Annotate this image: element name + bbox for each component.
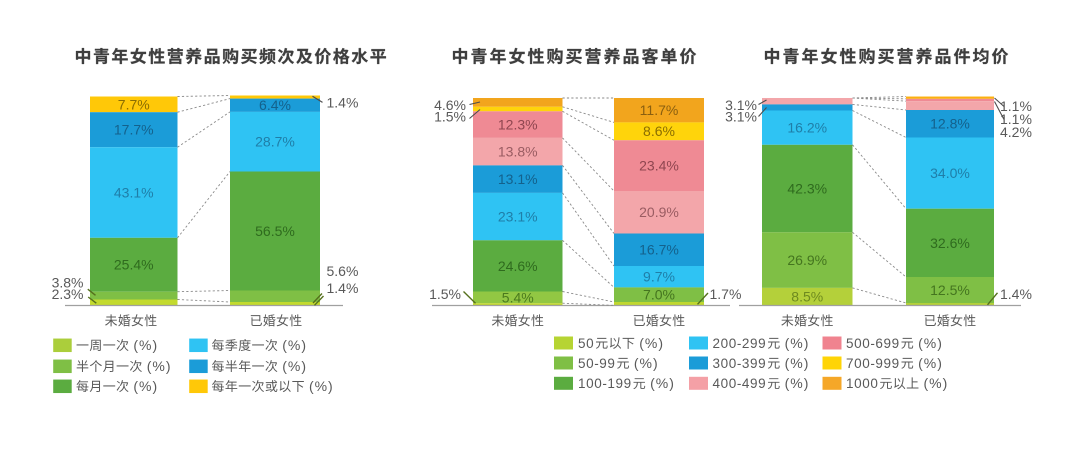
- svg-text:400-499: 400-499: [713, 376, 767, 391]
- svg-text:34.0%: 34.0%: [930, 165, 970, 181]
- svg-text:28.7%: 28.7%: [255, 134, 295, 150]
- svg-text:4.2%: 4.2%: [1000, 124, 1032, 140]
- svg-text:56.5%: 56.5%: [255, 223, 295, 239]
- svg-text:2.3%: 2.3%: [52, 286, 84, 302]
- svg-text:3.1%: 3.1%: [725, 108, 757, 124]
- svg-text:12.3%: 12.3%: [498, 117, 538, 133]
- svg-text:20.9%: 20.9%: [639, 204, 679, 220]
- svg-text:(%): (%): [785, 335, 810, 351]
- svg-text:12.5%: 12.5%: [930, 282, 970, 298]
- svg-text:3.8%: 3.8%: [52, 275, 84, 291]
- svg-text:23.1%: 23.1%: [498, 209, 538, 225]
- svg-text:1.5%: 1.5%: [429, 286, 461, 302]
- svg-text:3.1%: 3.1%: [725, 97, 757, 113]
- svg-text:16.2%: 16.2%: [787, 120, 827, 136]
- svg-text:7.0%: 7.0%: [643, 287, 675, 303]
- svg-text:1.1%: 1.1%: [1000, 111, 1032, 127]
- svg-text:(%): (%): [282, 337, 307, 353]
- svg-text:5.4%: 5.4%: [502, 289, 534, 305]
- svg-text:1.5%: 1.5%: [434, 108, 466, 124]
- svg-text:43.1%: 43.1%: [114, 184, 154, 200]
- svg-text:(%): (%): [923, 375, 948, 391]
- svg-text:42.3%: 42.3%: [787, 180, 827, 196]
- svg-text:(%): (%): [918, 335, 943, 351]
- svg-text:(%): (%): [634, 355, 659, 371]
- svg-text:(%): (%): [147, 358, 172, 374]
- svg-text:1.4%: 1.4%: [1000, 286, 1032, 302]
- svg-text:1.1%: 1.1%: [1000, 98, 1032, 114]
- svg-text:1.7%: 1.7%: [710, 286, 742, 302]
- svg-text:25.4%: 25.4%: [114, 257, 154, 273]
- svg-text:(%): (%): [282, 358, 307, 374]
- svg-text:8.6%: 8.6%: [643, 123, 675, 139]
- svg-text:500-699: 500-699: [846, 336, 900, 351]
- svg-text:50: 50: [578, 336, 594, 351]
- svg-text:7.7%: 7.7%: [118, 96, 150, 112]
- svg-text:9.7%: 9.7%: [643, 269, 675, 285]
- svg-text:100-199: 100-199: [578, 376, 632, 391]
- svg-text:8.5%: 8.5%: [791, 289, 823, 305]
- svg-text:13.8%: 13.8%: [498, 144, 538, 160]
- svg-text:24.6%: 24.6%: [498, 258, 538, 274]
- svg-text:26.9%: 26.9%: [787, 252, 827, 268]
- svg-text:(%): (%): [639, 335, 664, 351]
- svg-text:200-299: 200-299: [713, 336, 767, 351]
- svg-text:1000: 1000: [846, 376, 878, 391]
- svg-text:(%): (%): [918, 355, 943, 371]
- svg-text:(%): (%): [650, 375, 675, 391]
- svg-text:300-399: 300-399: [713, 356, 767, 371]
- svg-text:4.6%: 4.6%: [434, 97, 466, 113]
- svg-text:(%): (%): [133, 337, 158, 353]
- svg-text:700-999: 700-999: [846, 356, 900, 371]
- svg-text:23.4%: 23.4%: [639, 158, 679, 174]
- svg-text:(%): (%): [785, 375, 810, 391]
- svg-text:(%): (%): [785, 355, 810, 371]
- svg-text:16.7%: 16.7%: [639, 242, 679, 258]
- svg-text:13.1%: 13.1%: [498, 171, 538, 187]
- svg-text:11.7%: 11.7%: [640, 102, 679, 118]
- svg-text:(%): (%): [133, 378, 158, 394]
- svg-text:50-99: 50-99: [578, 356, 616, 371]
- svg-text:32.6%: 32.6%: [930, 235, 970, 251]
- svg-text:1.4%: 1.4%: [327, 94, 359, 110]
- svg-text:17.7%: 17.7%: [114, 122, 154, 138]
- svg-text:5.6%: 5.6%: [327, 263, 359, 279]
- svg-text:12.8%: 12.8%: [930, 116, 970, 132]
- svg-text:1.4%: 1.4%: [327, 280, 359, 296]
- svg-text:6.4%: 6.4%: [259, 97, 291, 113]
- svg-text:(%): (%): [309, 378, 334, 394]
